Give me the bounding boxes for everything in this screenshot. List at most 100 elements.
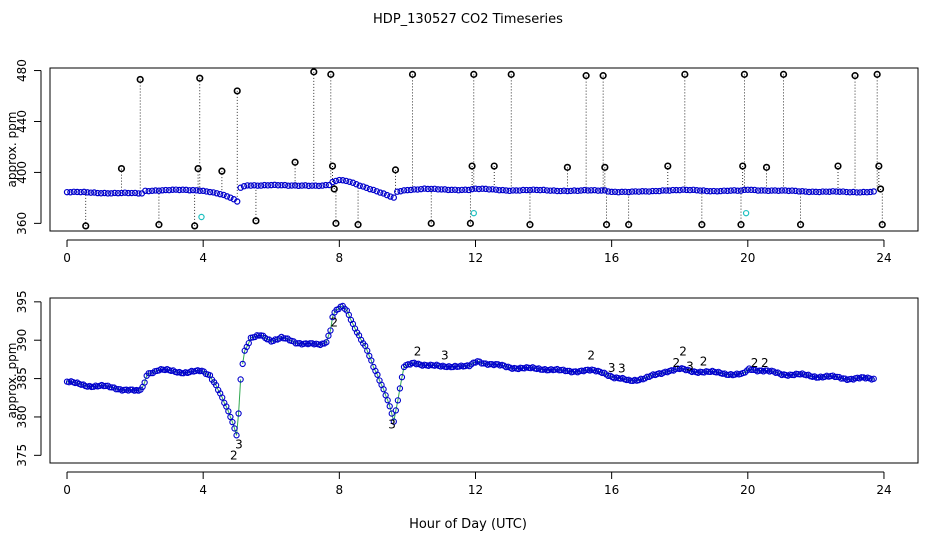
- outlier-point: [117, 165, 126, 173]
- removed-point: [198, 213, 205, 221]
- plot-frame: [49, 67, 919, 232]
- valid-point: [278, 181, 285, 189]
- valid-point: [625, 188, 632, 196]
- outlier-point: [563, 163, 571, 171]
- valid-point: [758, 187, 765, 194]
- valid-point: [850, 188, 857, 196]
- valid-point: [833, 188, 840, 195]
- valid-point: [843, 188, 850, 196]
- valid-point: [261, 181, 268, 189]
- valid-point: [148, 187, 156, 194]
- valid-point: [448, 186, 455, 194]
- flag-2-marker: 2: [414, 345, 422, 359]
- valid-point: [455, 187, 462, 194]
- valid-point: [441, 186, 449, 193]
- main-point: [598, 369, 606, 377]
- valid-point: [754, 187, 762, 194]
- main-point: [114, 386, 122, 393]
- main-series-segment: [389, 406, 393, 414]
- valid-point: [359, 183, 367, 190]
- main-point: [88, 383, 95, 391]
- main-point: [486, 361, 493, 368]
- outlier-point: [291, 158, 299, 166]
- main-series-segment: [387, 400, 391, 407]
- valid-point: [676, 186, 683, 194]
- outlier-point: [739, 162, 747, 170]
- valid-point: [809, 188, 816, 195]
- valid-point: [734, 187, 741, 194]
- valid-point: [196, 187, 203, 194]
- valid-point: [145, 187, 152, 195]
- valid-point: [805, 188, 813, 196]
- valid-point: [87, 189, 95, 196]
- valid-point: [220, 191, 227, 199]
- x-tick-label: 12: [468, 251, 483, 265]
- valid-point: [91, 189, 98, 196]
- main-point: [306, 340, 314, 347]
- valid-point: [659, 187, 666, 194]
- main-point: [470, 359, 477, 366]
- main-point: [390, 418, 397, 425]
- valid-point: [162, 186, 169, 194]
- x-tick-label: 24: [876, 483, 891, 497]
- valid-point: [853, 189, 860, 196]
- valid-point: [652, 187, 660, 195]
- main-point: [705, 368, 712, 375]
- main-series-segment: [236, 413, 240, 436]
- valid-point: [710, 187, 717, 195]
- y-axis-label: approx. ppm: [5, 112, 19, 188]
- valid-point: [496, 187, 503, 194]
- main-point: [229, 418, 236, 426]
- main-series-segment: [383, 389, 387, 396]
- outlier-point: [851, 72, 859, 80]
- main-point: [837, 375, 845, 382]
- valid-point: [513, 187, 520, 194]
- main-point: [231, 425, 238, 432]
- main-point: [345, 311, 353, 319]
- valid-point: [526, 186, 534, 194]
- valid-point: [564, 187, 571, 195]
- valid-point: [288, 182, 295, 189]
- valid-point: [571, 187, 578, 194]
- x-tick-label: 8: [336, 483, 344, 497]
- valid-point: [553, 187, 561, 195]
- main-point: [831, 373, 839, 381]
- main-point: [319, 340, 326, 347]
- outlier-point: [737, 221, 745, 229]
- y-tick-label: 440: [15, 110, 29, 133]
- valid-point: [210, 189, 217, 196]
- valid-point: [155, 187, 163, 194]
- valid-point: [615, 188, 622, 196]
- valid-point: [176, 186, 183, 194]
- valid-point: [724, 187, 731, 195]
- valid-point: [319, 182, 326, 189]
- valid-point: [159, 187, 166, 194]
- valid-point: [312, 182, 319, 189]
- valid-point: [588, 187, 595, 194]
- x-tick-label: 4: [199, 251, 207, 265]
- main-series-segment: [370, 360, 374, 368]
- main-point: [762, 367, 769, 374]
- valid-point: [530, 186, 537, 193]
- valid-point: [649, 187, 656, 195]
- valid-point: [397, 188, 404, 195]
- main-point: [756, 367, 763, 374]
- valid-point: [462, 186, 469, 193]
- valid-point: [118, 189, 125, 197]
- valid-point: [271, 181, 278, 189]
- valid-point: [765, 187, 772, 195]
- valid-point: [475, 185, 483, 193]
- valid-point: [193, 187, 200, 194]
- valid-point: [308, 182, 316, 189]
- valid-point: [543, 187, 551, 194]
- valid-point: [727, 187, 734, 194]
- valid-point: [822, 188, 830, 195]
- valid-point: [516, 187, 523, 194]
- outlier-point: [354, 221, 362, 229]
- main-point: [384, 397, 391, 404]
- flag-2-marker: 2: [700, 355, 708, 369]
- valid-point: [325, 181, 333, 189]
- valid-point: [642, 188, 649, 195]
- main-point: [562, 367, 569, 375]
- outlier-point: [136, 75, 144, 84]
